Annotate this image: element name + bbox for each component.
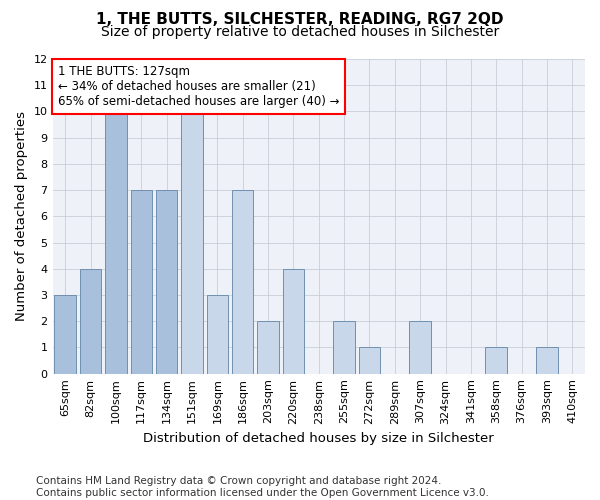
Bar — [80, 269, 101, 374]
Bar — [131, 190, 152, 374]
Bar — [105, 112, 127, 374]
Bar — [359, 348, 380, 374]
Text: 1 THE BUTTS: 127sqm
← 34% of detached houses are smaller (21)
65% of semi-detach: 1 THE BUTTS: 127sqm ← 34% of detached ho… — [58, 66, 340, 108]
Bar — [485, 348, 507, 374]
Text: Size of property relative to detached houses in Silchester: Size of property relative to detached ho… — [101, 25, 499, 39]
Text: 1, THE BUTTS, SILCHESTER, READING, RG7 2QD: 1, THE BUTTS, SILCHESTER, READING, RG7 2… — [96, 12, 504, 28]
Bar — [232, 190, 253, 374]
Bar — [206, 295, 228, 374]
Bar — [409, 321, 431, 374]
Y-axis label: Number of detached properties: Number of detached properties — [15, 112, 28, 322]
Bar — [181, 112, 203, 374]
Bar — [334, 321, 355, 374]
Bar — [156, 190, 178, 374]
Bar — [55, 295, 76, 374]
Bar — [536, 348, 558, 374]
Text: Contains HM Land Registry data © Crown copyright and database right 2024.
Contai: Contains HM Land Registry data © Crown c… — [36, 476, 489, 498]
X-axis label: Distribution of detached houses by size in Silchester: Distribution of detached houses by size … — [143, 432, 494, 445]
Bar — [257, 321, 279, 374]
Bar — [283, 269, 304, 374]
